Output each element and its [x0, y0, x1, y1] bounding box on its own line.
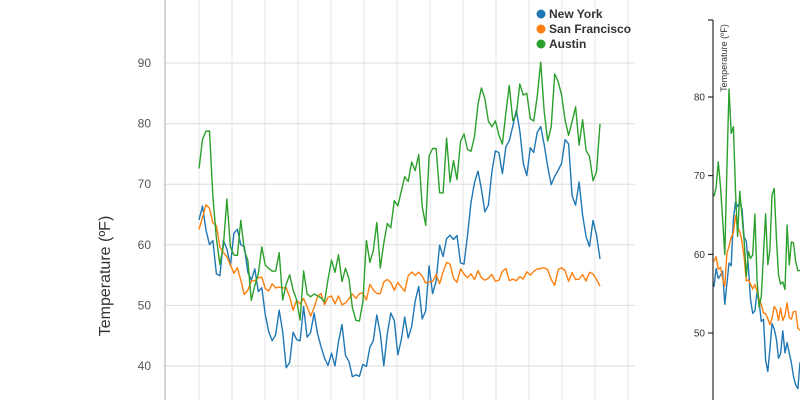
- main-series-lines: [198, 61, 601, 378]
- secondary-series-lines: [713, 88, 800, 390]
- main-y-tick-label: 40: [138, 359, 152, 373]
- main-y-tick-labels: 40 50 60 70 80 90: [138, 56, 152, 373]
- legend-item-san-francisco[interactable]: San Francisco: [536, 22, 632, 36]
- secondary-y-axis-label: Temperature (ºF): [719, 24, 729, 92]
- main-y-axis-label: Temperature (ºF): [97, 216, 114, 337]
- secondary-y-tick-label: 80: [694, 93, 706, 104]
- secondary-series-line-austin: [713, 88, 800, 308]
- secondary-series-line-san-francisco: [713, 215, 800, 331]
- main-y-tick-label: 60: [138, 238, 152, 252]
- legend-swatch-san-francisco: [536, 24, 546, 34]
- series-line-austin: [198, 61, 601, 322]
- legend-swatch-new-york: [536, 9, 546, 19]
- legend-label-austin: Austin: [549, 37, 586, 51]
- main-y-tick-label: 70: [138, 177, 152, 191]
- series-line-san-francisco: [198, 204, 601, 317]
- main-y-tick-label: 50: [138, 298, 152, 312]
- legend-item-new-york[interactable]: New York: [536, 7, 603, 21]
- main-chart: 40 50 60 70 80 90 Temperature (ºF) New York S…: [97, 0, 635, 400]
- legend-label-san-francisco: San Francisco: [549, 22, 631, 36]
- secondary-y-tick-label: 70: [694, 171, 706, 182]
- secondary-chart: 50 60 70 80 Temperature (ºF): [694, 19, 800, 400]
- legend-label-new-york: New York: [549, 7, 603, 21]
- secondary-y-tick-label: 60: [694, 250, 706, 261]
- secondary-y-ticks: 50 60 70 80: [694, 19, 713, 340]
- legend-swatch-austin: [536, 39, 546, 49]
- series-line-new-york: [198, 109, 601, 378]
- main-gridlines: [165, 0, 635, 400]
- legend-item-austin[interactable]: Austin: [536, 37, 587, 51]
- main-y-tick-label: 80: [138, 117, 152, 131]
- main-y-tick-label: 90: [138, 56, 152, 70]
- secondary-y-tick-label: 50: [694, 329, 706, 340]
- legend: New York San Francisco Austin: [536, 7, 632, 51]
